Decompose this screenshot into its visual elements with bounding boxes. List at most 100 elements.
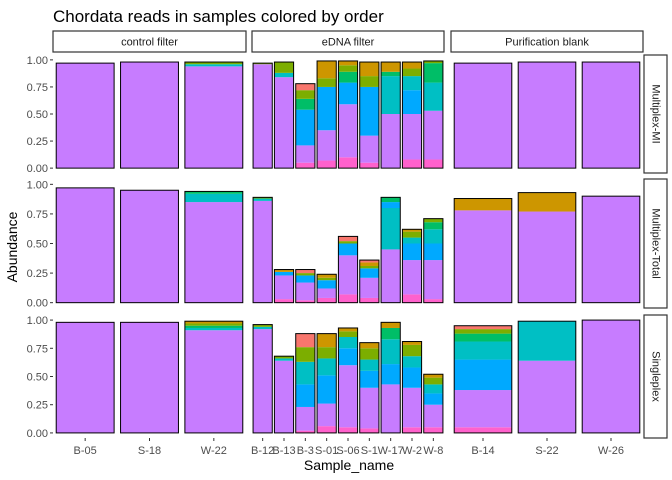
bar-segment-r1-c1-b4-s2: [338, 243, 358, 256]
bar-outline-r2-c0-b1: [120, 321, 179, 434]
bar-segment-r2-c1-b8-s4: [423, 377, 443, 385]
bar-segment-r1-c1-b2-s0: [295, 300, 315, 303]
bar-segment-r2-c1-b7-s3: [402, 356, 422, 368]
bar-segment-r0-c1-b7-s4: [402, 68, 422, 77]
bar-segment-r1-c2-b1-s1: [518, 192, 576, 212]
bar-segment-r1-c1-b8-s1: [423, 260, 443, 300]
x-tick-label-c1-b6: W-17: [378, 445, 404, 457]
bar-segment-r2-c2-b0-s4: [454, 333, 512, 342]
bar-outline-r0-c0-b2: [184, 61, 244, 169]
bar-outline-r1-c2-b2: [581, 195, 641, 304]
bar-segment-r2-c1-b7-s0: [402, 427, 422, 433]
col-strip-label-0: control filter: [121, 37, 178, 49]
y-tick-label-r2-3: 0.75: [27, 343, 48, 355]
bar-outline-r2-c1-b0: [252, 324, 273, 434]
bar-segment-r1-c1-b3-s4: [317, 274, 337, 278]
x-tick-label-c1-b3: S-01: [315, 445, 338, 457]
bar-segment-r2-c1-b4-s5: [338, 327, 358, 332]
bar-outline-r1-c0-b0: [55, 187, 115, 304]
bar-segment-r0-c1-b3-s1: [317, 130, 337, 161]
bar-segment-r0-c1-b8-s3: [423, 63, 443, 83]
bar-outline-r2-c1-b3: [316, 333, 337, 434]
bar-outline-r2-c1-b6: [380, 321, 401, 434]
bar-segment-r1-c1-b7-s0: [402, 294, 422, 303]
y-tick-label-r0-2: 0.50: [27, 109, 48, 121]
bar-segment-r2-c1-b3-s4: [317, 347, 337, 359]
bar-segment-r2-c1-b2-s5: [295, 333, 315, 348]
bar-segment-r0-c1-b8-s0: [423, 159, 443, 169]
y-tick-label-r0-0: 0.00: [27, 163, 48, 175]
bar-segment-r2-c1-b2-s1: [295, 406, 315, 431]
bar-outline-r0-c1-b7: [401, 61, 423, 169]
bar-outline-r2-c2-b1: [517, 320, 577, 434]
bar-segment-r0-c1-b0-s1: [253, 63, 273, 65]
bar-outline-r2-c2-b2: [581, 319, 641, 434]
bar-segment-r1-c1-b3-s1: [317, 288, 337, 298]
bar-outline-r0-c1-b4: [337, 60, 359, 169]
bar-outline-r1-c0-b2: [184, 190, 244, 304]
bar-outline-r1-c1-b8: [423, 218, 444, 304]
col-strip-label-1: eDNA filter: [322, 37, 375, 49]
bar-segment-r2-c1-b2-s4: [295, 347, 315, 362]
bar-segment-r2-c1-b6-s4: [381, 322, 401, 328]
bar-segment-r1-c2-b0-s0: [454, 210, 512, 303]
bar-outline-r1-c2-b0: [453, 198, 513, 304]
bar-segment-r2-c2-b0-s5: [454, 329, 512, 334]
y-tick-label-r2-0: 0.00: [27, 428, 48, 440]
bar-outline-r0-c1-b2: [295, 83, 316, 169]
x-tick-label-c1-b4: S-06: [336, 445, 359, 457]
bar-segment-r2-c1-b8-s1: [423, 404, 443, 428]
bar-segment-r0-c1-b6-s1: [381, 76, 401, 114]
bar-segment-r2-c0-b2-s1: [184, 327, 243, 331]
x-tick-label-c1-b8: W-8: [423, 445, 443, 457]
bar-segment-r1-c1-b1-s2: [274, 271, 294, 276]
bar-outline-r2-c0-b0: [55, 321, 115, 434]
bar-segment-r0-c1-b7-s2: [402, 90, 422, 114]
bar-outline-r2-c1-b1: [273, 355, 295, 434]
bar-segment-r0-c1-b7-s5: [402, 62, 422, 69]
y-tick-label-r1-2: 0.50: [27, 239, 48, 251]
bar-outline-r1-c1-b6: [380, 196, 401, 304]
bar-segment-r2-c1-b7-s1: [402, 387, 422, 428]
bar-segment-r1-c0-b2-s2: [184, 191, 243, 194]
bar-segment-r1-c1-b8-s2: [423, 243, 443, 261]
bar-outline-r0-c1-b5: [359, 61, 380, 169]
bar-segment-r0-c1-b4-s2: [338, 82, 358, 105]
bar-segment-r2-c1-b1-s2: [274, 356, 294, 359]
bar-segment-r0-c1-b4-s1: [338, 104, 358, 158]
bar-segment-r0-c1-b3-s4: [317, 60, 337, 79]
x-tick-label-c1-b2: B-3: [297, 445, 314, 457]
bar-segment-r2-c2-b0-s3: [454, 341, 512, 360]
col-strip-2: [450, 30, 644, 53]
bar-segment-r1-c1-b1-s0: [274, 299, 294, 303]
bar-segment-r0-c1-b6-s2: [381, 71, 401, 77]
bar-segment-r2-c1-b3-s1: [317, 403, 337, 427]
bar-segment-r2-c1-b5-s3: [359, 359, 379, 371]
bar-segment-r0-c1-b4-s4: [338, 65, 358, 72]
bar-segment-r0-c1-b5-s3: [359, 76, 379, 87]
bar-segment-r2-c1-b3-s3: [317, 358, 337, 376]
y-tick-label-r1-3: 0.75: [27, 209, 48, 221]
bar-outline-r0-c1-b0: [252, 62, 273, 169]
bar-segment-r1-c1-b6-s3: [381, 197, 401, 203]
bar-outline-r0-c1-b3: [316, 60, 337, 169]
bar-segment-r2-c2-b1-s0: [518, 360, 576, 433]
bar-segment-r2-c1-b8-s3: [423, 384, 443, 394]
y-tick-label-r0-1: 0.25: [27, 136, 48, 148]
bar-segment-r2-c1-b1-s0: [274, 360, 294, 433]
bar-outline-r1-c0-b1: [120, 189, 179, 304]
bar-segment-r0-c1-b5-s0: [359, 162, 379, 169]
x-tick-label-c2-b0: B-14: [471, 445, 494, 457]
bar-segment-r2-c1-b0-s0: [253, 329, 273, 433]
x-tick-label-c1-b5: S-1: [361, 445, 378, 457]
bar-segment-r0-c1-b7-s0: [402, 159, 422, 169]
bar-segment-r1-c1-b5-s1: [359, 277, 379, 298]
bar-outline-r2-c1-b7: [401, 341, 423, 434]
bar-outline-r0-c2-b1: [517, 61, 577, 169]
bar-segment-r1-c1-b4-s1: [338, 255, 358, 295]
y-tick-label-r1-4: 1.00: [27, 179, 48, 191]
bar-segment-r1-c1-b3-s0: [317, 297, 337, 303]
bar-segment-r2-c1-b6-s2: [381, 339, 401, 365]
bar-segment-r0-c1-b2-s2: [295, 109, 315, 146]
